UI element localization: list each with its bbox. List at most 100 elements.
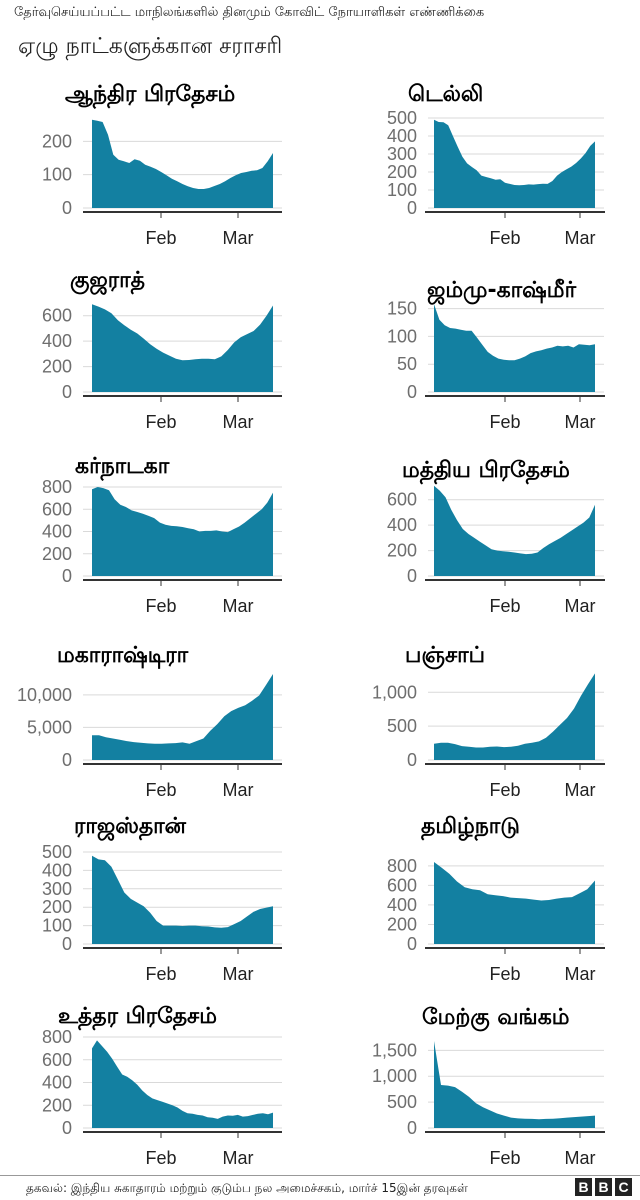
- area-series: [434, 485, 595, 576]
- area-series: [434, 1041, 595, 1128]
- x-tick-label: Mar: [565, 228, 596, 248]
- x-tick-label: Mar: [223, 596, 254, 616]
- x-tick-label: Mar: [223, 228, 254, 248]
- area-series: [92, 855, 273, 944]
- x-tick-label: Feb: [145, 780, 176, 800]
- y-tick-label: 0: [407, 934, 417, 954]
- x-tick-label: Mar: [223, 412, 254, 432]
- y-tick-label: 200: [387, 914, 417, 934]
- y-tick-label: 10,000: [17, 685, 72, 705]
- y-tick-label: 600: [387, 490, 417, 510]
- area-series: [92, 304, 273, 392]
- y-tick-label: 600: [42, 499, 72, 519]
- y-tick-label: 500: [42, 842, 72, 862]
- area-series: [92, 674, 273, 760]
- area-series: [434, 862, 595, 944]
- panel-title: ஆந்திர பிரதேசம்: [65, 82, 236, 107]
- y-tick-label: 1,000: [372, 682, 417, 702]
- y-tick-label: 100: [387, 180, 417, 200]
- area-series: [434, 673, 595, 760]
- logo-letter: B: [595, 1178, 612, 1196]
- area-series: [434, 304, 595, 392]
- y-tick-label: 5,000: [27, 717, 72, 737]
- y-tick-label: 400: [42, 331, 72, 351]
- y-tick-label: 600: [42, 1050, 72, 1070]
- y-tick-label: 1,500: [372, 1040, 417, 1060]
- y-tick-label: 500: [387, 716, 417, 736]
- y-tick-label: 200: [387, 541, 417, 561]
- y-tick-label: 200: [42, 357, 72, 377]
- y-tick-label: 150: [387, 299, 417, 319]
- y-tick-label: 100: [42, 916, 72, 936]
- logo-letter: B: [575, 1178, 592, 1196]
- y-tick-label: 0: [62, 750, 72, 770]
- x-tick-label: Feb: [489, 412, 520, 432]
- chart-headline: ஏழு நாட்களுக்கான சராசரி: [18, 34, 283, 59]
- y-tick-label: 200: [387, 162, 417, 182]
- y-tick-label: 0: [62, 934, 72, 954]
- y-tick-label: 400: [42, 1073, 72, 1093]
- y-tick-label: 400: [387, 895, 417, 915]
- panel-title: குஜராத்: [70, 268, 145, 293]
- x-tick-label: Mar: [565, 596, 596, 616]
- source-note: தகவல்: இந்திய சுகாதாரம் மற்றும் குடும்ப …: [26, 1181, 468, 1195]
- y-tick-label: 800: [387, 856, 417, 876]
- y-tick-label: 100: [387, 326, 417, 346]
- y-tick-label: 100: [42, 165, 72, 185]
- x-tick-label: Mar: [223, 780, 254, 800]
- logo-letter: C: [615, 1178, 632, 1196]
- panel-title: ராஜஸ்தான்: [74, 814, 186, 839]
- area-series: [92, 1040, 273, 1128]
- y-tick-label: 600: [387, 875, 417, 895]
- panel-title: ஜம்மு-காஷ்மீர்: [427, 278, 577, 303]
- y-tick-label: 500: [387, 108, 417, 128]
- x-tick-label: Mar: [565, 964, 596, 984]
- y-tick-label: 1,000: [372, 1066, 417, 1086]
- x-tick-label: Feb: [489, 228, 520, 248]
- area-series: [434, 119, 595, 208]
- y-tick-label: 400: [387, 126, 417, 146]
- x-tick-label: Feb: [145, 964, 176, 984]
- panel-title: தமிழ்நாடு: [421, 814, 520, 839]
- y-tick-label: 400: [42, 522, 72, 542]
- area-series: [92, 119, 273, 208]
- y-tick-label: 50: [397, 354, 417, 374]
- y-tick-label: 0: [407, 382, 417, 402]
- bbc-logo: B B C: [575, 1178, 632, 1196]
- y-tick-label: 0: [62, 382, 72, 402]
- area-series: [92, 487, 273, 576]
- y-tick-label: 500: [387, 1092, 417, 1112]
- y-tick-label: 200: [42, 1095, 72, 1115]
- y-tick-label: 400: [387, 515, 417, 535]
- chart-subtitle: தேர்வுசெய்யப்பட்ட மாநிலங்களில் தினமும் க…: [14, 5, 485, 20]
- x-tick-label: Feb: [489, 596, 520, 616]
- x-tick-label: Feb: [145, 596, 176, 616]
- x-tick-label: Mar: [223, 1148, 254, 1168]
- y-tick-label: 400: [42, 860, 72, 880]
- x-tick-label: Feb: [145, 1148, 176, 1168]
- y-tick-label: 200: [42, 897, 72, 917]
- y-tick-label: 200: [42, 544, 72, 564]
- x-tick-label: Mar: [565, 780, 596, 800]
- y-tick-label: 600: [42, 306, 72, 326]
- x-tick-label: Feb: [145, 228, 176, 248]
- footer-divider: [0, 1175, 640, 1176]
- y-tick-label: 300: [42, 879, 72, 899]
- panel-title: மகாராஷ்டிரா: [57, 643, 189, 668]
- panel-title: மத்திய பிரதேசம்: [402, 458, 570, 483]
- y-tick-label: 0: [407, 198, 417, 218]
- x-tick-label: Feb: [145, 412, 176, 432]
- panel-title: டெல்லி: [408, 82, 484, 107]
- panel-title: மேற்கு வங்கம்: [422, 1005, 570, 1030]
- x-tick-label: Mar: [223, 964, 254, 984]
- y-tick-label: 0: [62, 198, 72, 218]
- panel-title: உத்தர பிரதேசம்: [58, 1004, 217, 1029]
- y-tick-label: 0: [407, 750, 417, 770]
- x-tick-label: Feb: [489, 780, 520, 800]
- panel-title: பஞ்சாப்: [405, 643, 486, 668]
- x-tick-label: Feb: [489, 964, 520, 984]
- x-tick-label: Mar: [565, 412, 596, 432]
- panel-title: கர்நாடகா: [75, 454, 170, 479]
- x-tick-label: Mar: [565, 1148, 596, 1168]
- y-tick-label: 0: [62, 566, 72, 586]
